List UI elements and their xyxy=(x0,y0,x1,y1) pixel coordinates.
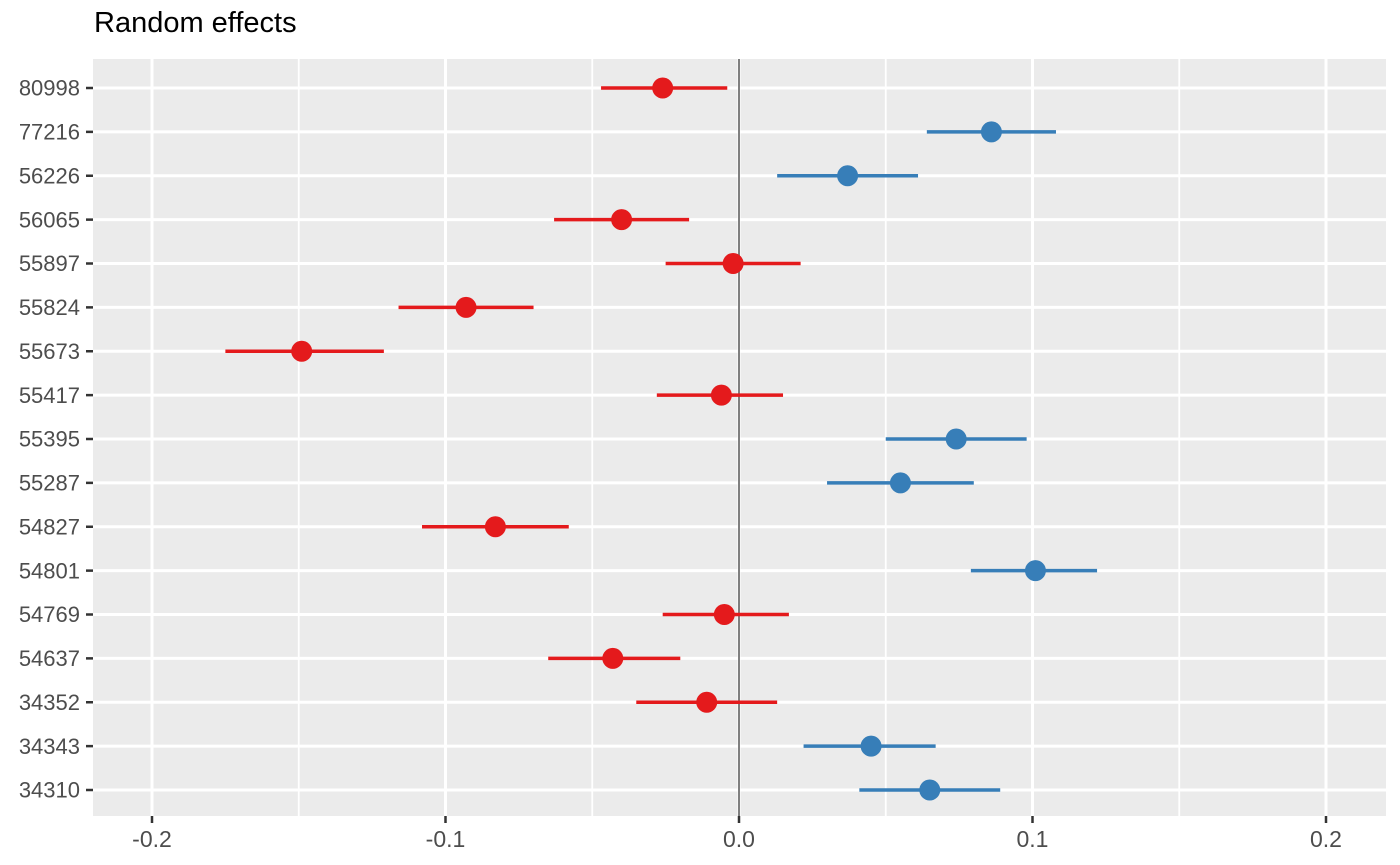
y-axis-label: 34343 xyxy=(19,734,80,759)
point-56226 xyxy=(837,165,859,187)
x-axis-label: 0.2 xyxy=(1310,826,1342,852)
y-axis-label: 56226 xyxy=(19,163,80,188)
point-34310 xyxy=(919,779,941,801)
y-axis-label: 55287 xyxy=(19,471,80,496)
point-56065 xyxy=(611,209,633,231)
point-54801 xyxy=(1024,560,1046,582)
x-axis-label: -0.1 xyxy=(426,826,466,852)
y-axis-label: 34310 xyxy=(19,778,80,803)
point-55417 xyxy=(710,384,732,406)
y-axis-label: 54827 xyxy=(19,514,80,539)
point-34352 xyxy=(696,691,718,713)
y-axis-label: 55673 xyxy=(19,339,80,364)
point-54769 xyxy=(713,604,735,625)
y-axis-label: 56065 xyxy=(19,207,80,232)
y-axis-label: 55824 xyxy=(19,295,80,320)
x-axis-label: 0.0 xyxy=(723,826,755,852)
y-axis-label: 80998 xyxy=(19,76,80,101)
point-55897 xyxy=(722,253,744,274)
point-80998 xyxy=(652,77,674,99)
y-axis-label: 54637 xyxy=(19,646,80,671)
point-55824 xyxy=(455,296,477,318)
y-axis-label: 54801 xyxy=(19,558,80,583)
point-54827 xyxy=(484,516,506,538)
x-axis-label: 0.1 xyxy=(1017,826,1049,852)
point-55673 xyxy=(291,340,313,362)
y-axis-label: 55897 xyxy=(19,251,80,276)
x-axis-label: -0.2 xyxy=(132,826,172,852)
y-axis-label: 55417 xyxy=(19,383,80,408)
plot-title: Random effects xyxy=(94,7,297,39)
point-55395 xyxy=(945,428,967,450)
point-77216 xyxy=(980,121,1002,143)
y-axis-label: 55395 xyxy=(19,427,80,452)
y-axis-label: 54769 xyxy=(19,602,80,627)
point-34343 xyxy=(860,735,882,757)
y-axis-label: 77216 xyxy=(19,120,80,145)
y-axis-label: 34352 xyxy=(19,690,80,715)
point-55287 xyxy=(889,472,911,494)
point-54637 xyxy=(602,647,624,669)
